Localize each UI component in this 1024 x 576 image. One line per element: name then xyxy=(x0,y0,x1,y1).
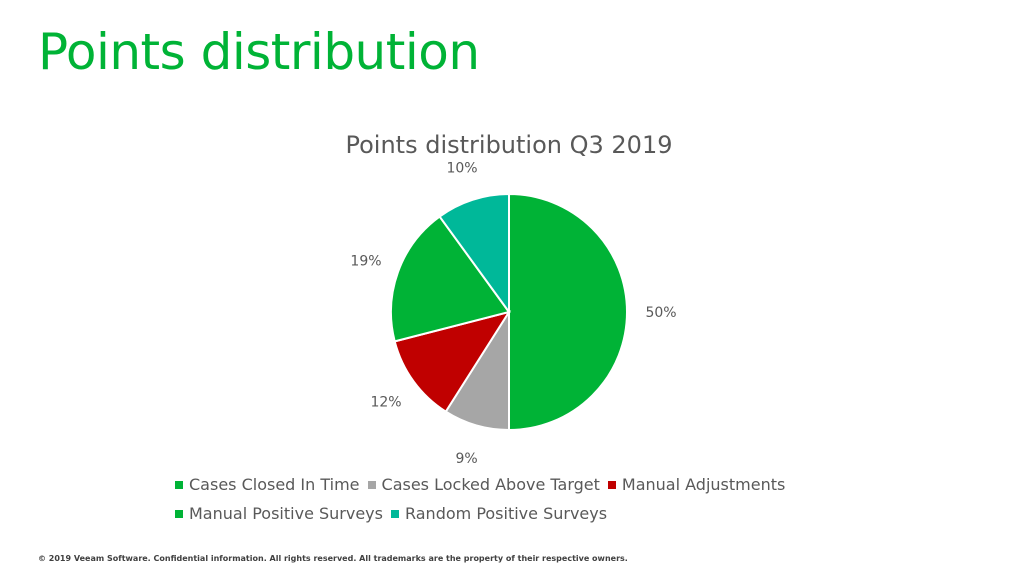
legend-label: Manual Adjustments xyxy=(621,475,786,494)
pie-slice-random-positive-surveys xyxy=(438,192,510,316)
legend-label: Cases Closed In Time xyxy=(189,475,360,494)
data-label-manual-adjustments: 12% xyxy=(370,394,401,410)
legend-label: Manual Positive Surveys xyxy=(189,504,383,523)
legend-swatch xyxy=(175,509,183,518)
data-label-manual-positive-surveys: 19% xyxy=(350,254,381,270)
legend-swatch xyxy=(607,480,616,489)
chart-title: Points distribution Q3 2019 xyxy=(346,131,673,159)
legend-item-cases-locked-above-target: Cases Locked Above Target xyxy=(367,475,600,494)
data-label-random-positive-surveys: 10% xyxy=(446,160,477,176)
copyright-footer: © 2019 Veeam Software. Confidential info… xyxy=(38,554,628,563)
data-label-cases-closed-in-time: 50% xyxy=(645,305,676,321)
legend-swatch xyxy=(390,509,399,518)
legend-row: Manual Positive Surveys Random Positive S… xyxy=(175,499,855,528)
legend-item-cases-closed-in-time: Cases Closed In Time xyxy=(175,475,360,494)
data-labels: 50% 9% 12% 19% 10% xyxy=(350,160,676,467)
legend-label: Cases Locked Above Target xyxy=(381,475,600,494)
pie-slices xyxy=(390,192,628,432)
pie-slice-manual-positive-surveys xyxy=(390,215,511,343)
legend-swatch xyxy=(367,480,376,489)
pie-slice-manual-adjustments xyxy=(393,310,512,414)
data-label-cases-locked-above-target: 9% xyxy=(455,451,477,467)
pie-slice-cases-closed-in-time xyxy=(508,192,628,432)
legend-item-manual-adjustments: Manual Adjustments xyxy=(607,475,786,494)
slide-title: Points distribution xyxy=(38,23,480,81)
legend-row: Cases Closed In Time Cases Locked Above T… xyxy=(175,470,855,499)
legend-swatch xyxy=(175,480,183,489)
legend-item-random-positive-surveys: Random Positive Surveys xyxy=(390,504,608,523)
legend-label: Random Positive Surveys xyxy=(404,504,608,523)
legend-item-manual-positive-surveys: Manual Positive Surveys xyxy=(175,504,383,523)
legend: Cases Closed In Time Cases Locked Above T… xyxy=(175,470,855,528)
